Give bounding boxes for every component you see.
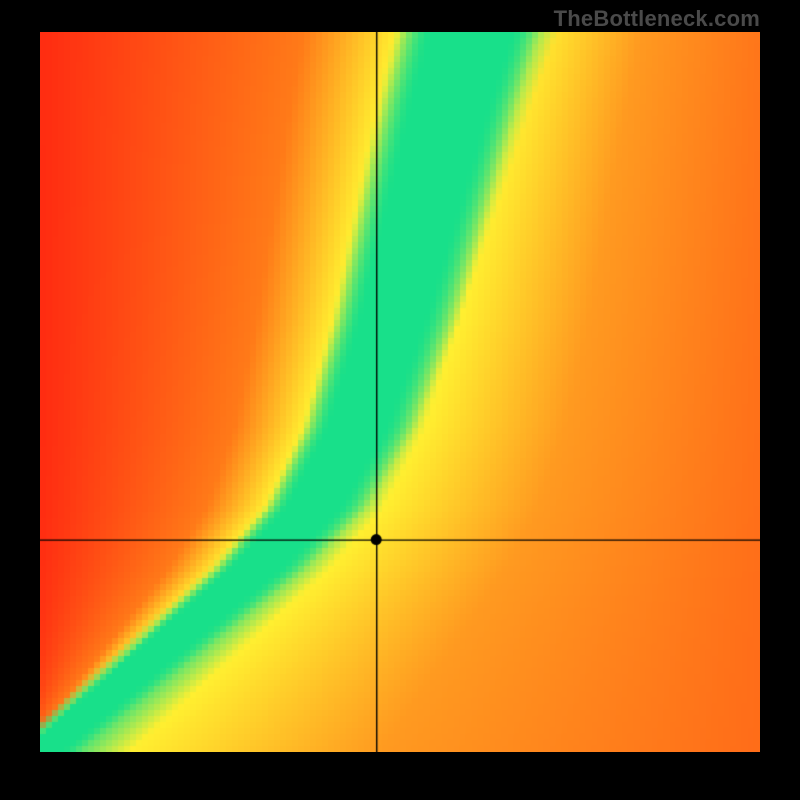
watermark-text: TheBottleneck.com: [554, 6, 760, 32]
bottleneck-heatmap: [40, 32, 760, 752]
chart-container: { "watermark": { "text": "TheBottleneck.…: [0, 0, 800, 800]
